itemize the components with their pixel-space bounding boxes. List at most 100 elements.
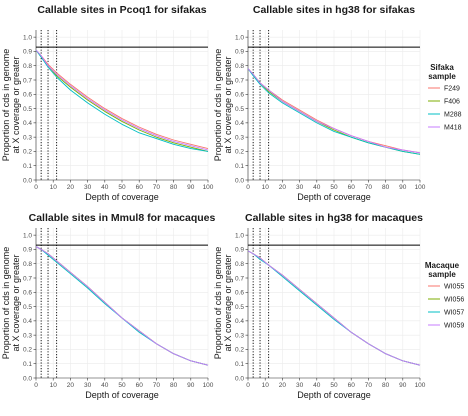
y-tick-label: 0.9 <box>235 49 244 56</box>
x-tick-label: 60 <box>348 382 356 389</box>
x-axis-label: Depth of coverage <box>297 192 371 202</box>
chart-panel-4: Callable sites in hg38 for macaques 0 10 20… <box>213 212 464 400</box>
x-tick-label: 90 <box>399 382 407 389</box>
series-line-wi059 <box>35 246 209 366</box>
y-tick-label: 1.0 <box>235 34 244 41</box>
y-tick-label: 0.3 <box>235 332 244 339</box>
legend-title-line: sample <box>428 270 456 279</box>
chart-title: Callable sites in hg38 for macaques <box>245 212 423 224</box>
y-tick-label: 0.5 <box>23 106 32 113</box>
y-tick-label: 0.8 <box>23 63 32 70</box>
legend-label: M288 <box>444 112 462 119</box>
y-tick-label: 0.3 <box>23 134 32 141</box>
x-tick-label: 20 <box>67 184 75 191</box>
y-tick-label: 0.4 <box>23 120 32 127</box>
x-tick-label: 30 <box>296 382 304 389</box>
y-tick-label: 0.0 <box>235 177 244 184</box>
y-axis-label-line: Proportion of cds in genome <box>1 49 11 162</box>
chart-title: Callable sites in Pcoq1 for sifakas <box>37 4 206 16</box>
y-tick-label: 1.0 <box>23 232 32 239</box>
y-tick-label: 0.7 <box>23 77 32 84</box>
y-axis-label-line: at X coverage or greater <box>11 56 21 153</box>
x-tick-label: 60 <box>348 184 356 191</box>
legend-label: WI056 <box>444 297 464 304</box>
y-tick-label: 0.6 <box>235 290 244 297</box>
x-tick-label: 70 <box>153 184 161 191</box>
x-tick-label: 20 <box>67 382 75 389</box>
x-tick-label: 100 <box>415 184 426 191</box>
x-tick-label: 10 <box>50 382 58 389</box>
legend: Sifaka sample F249 F406 M288 M418 <box>428 63 462 132</box>
x-tick-label: 20 <box>279 382 287 389</box>
y-axis-label-line: at X coverage or greater <box>223 56 233 153</box>
x-tick-label: 20 <box>279 184 287 191</box>
y-axis-label: Proportion of cds in genomeat X coverage… <box>213 247 233 360</box>
legend-label: F249 <box>444 86 460 93</box>
y-tick-label: 0.3 <box>23 332 32 339</box>
x-tick-label: 80 <box>382 184 390 191</box>
x-tick-label: 0 <box>246 382 250 389</box>
x-axis-label: Depth of coverage <box>85 192 159 202</box>
x-tick-label: 100 <box>415 382 426 389</box>
x-tick-label: 40 <box>101 184 109 191</box>
legend-label: F406 <box>444 99 460 106</box>
y-tick-label: 0.7 <box>235 275 244 282</box>
x-tick-label: 80 <box>382 382 390 389</box>
y-tick-label: 0.8 <box>235 261 244 268</box>
y-tick-label: 0.4 <box>235 318 244 325</box>
x-tick-label: 70 <box>365 184 373 191</box>
y-axis-label-line: Proportion of cds in genome <box>213 247 223 360</box>
x-tick-label: 90 <box>399 184 407 191</box>
x-axis-label: Depth of coverage <box>85 390 159 400</box>
chart-panel-3: Callable sites in Mmul8 for macaques 0 10 2… <box>1 212 216 400</box>
series-line-f249 <box>35 49 209 150</box>
y-tick-label: 0.5 <box>23 304 32 311</box>
x-tick-label: 100 <box>203 382 214 389</box>
y-tick-label: 0.9 <box>23 247 32 254</box>
legend: Macaque sample WI055 WI056 WI057 WI059 <box>425 261 464 330</box>
x-tick-label: 40 <box>313 382 321 389</box>
y-tick-label: 1.0 <box>23 34 32 41</box>
x-tick-label: 40 <box>101 382 109 389</box>
y-tick-label: 0.1 <box>235 361 244 368</box>
legend-title: Macaque sample <box>425 261 460 279</box>
legend-label: WI059 <box>444 323 464 330</box>
x-tick-label: 80 <box>170 382 178 389</box>
y-tick-label: 0.0 <box>23 375 32 382</box>
y-tick-label: 0.1 <box>23 163 32 170</box>
y-tick-label: 0.8 <box>235 63 244 70</box>
y-axis-label-line: Proportion of cds in genome <box>213 49 223 162</box>
y-tick-label: 0.9 <box>23 49 32 56</box>
x-tick-label: 60 <box>136 382 144 389</box>
legend-label: M418 <box>444 125 462 132</box>
y-axis-label: Proportion of cds in genomeat X coverage… <box>213 49 233 162</box>
y-tick-label: 0.6 <box>235 92 244 99</box>
x-tick-label: 30 <box>296 184 304 191</box>
x-tick-label: 70 <box>153 382 161 389</box>
x-tick-label: 70 <box>365 382 373 389</box>
y-tick-label: 0.3 <box>235 134 244 141</box>
series-line-m288 <box>35 49 209 152</box>
legend-label: WI057 <box>444 310 464 317</box>
x-tick-label: 40 <box>313 184 321 191</box>
y-tick-label: 0.7 <box>235 77 244 84</box>
y-tick-label: 0.4 <box>235 120 244 127</box>
chart-panel-2: Callable sites in hg38 for sifakas 0 10 20 3… <box>213 4 462 202</box>
x-tick-label: 50 <box>118 184 126 191</box>
legend-title: Sifaka sample <box>428 63 456 81</box>
x-tick-label: 10 <box>262 184 270 191</box>
x-tick-label: 100 <box>203 184 214 191</box>
x-axis-label: Depth of coverage <box>297 390 371 400</box>
y-tick-label: 0.9 <box>235 247 244 254</box>
x-tick-label: 50 <box>118 382 126 389</box>
y-axis-label-line: at X coverage or greater <box>223 254 233 351</box>
y-tick-label: 0.6 <box>23 92 32 99</box>
y-tick-label: 0.2 <box>23 149 32 156</box>
y-axis-label-line: at X coverage or greater <box>11 254 21 351</box>
y-tick-label: 0.2 <box>235 347 244 354</box>
x-tick-label: 50 <box>330 382 338 389</box>
y-tick-label: 0.4 <box>23 318 32 325</box>
legend-title-line: sample <box>428 72 456 81</box>
legend-title-line: Macaque <box>425 261 460 270</box>
